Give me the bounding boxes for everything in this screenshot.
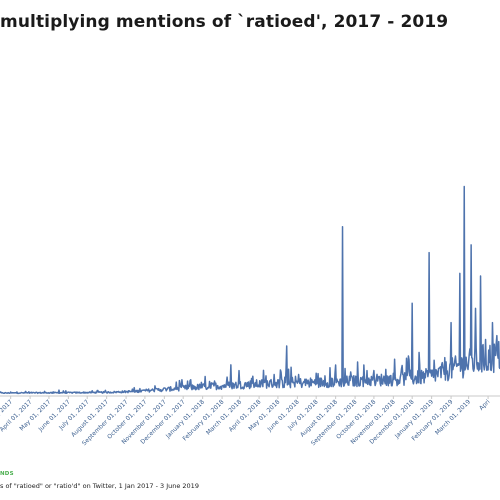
mentions-series-line <box>0 185 500 395</box>
line-layer <box>0 185 500 395</box>
chart-title: multiplying mentions of `ratioed', 2017 … <box>0 12 449 32</box>
source-label: NDS <box>0 471 14 477</box>
chart-caption: s of "ratioed" or "ratio'd" on Twitter, … <box>0 482 199 490</box>
x-tick-label: Apri <box>478 398 492 412</box>
